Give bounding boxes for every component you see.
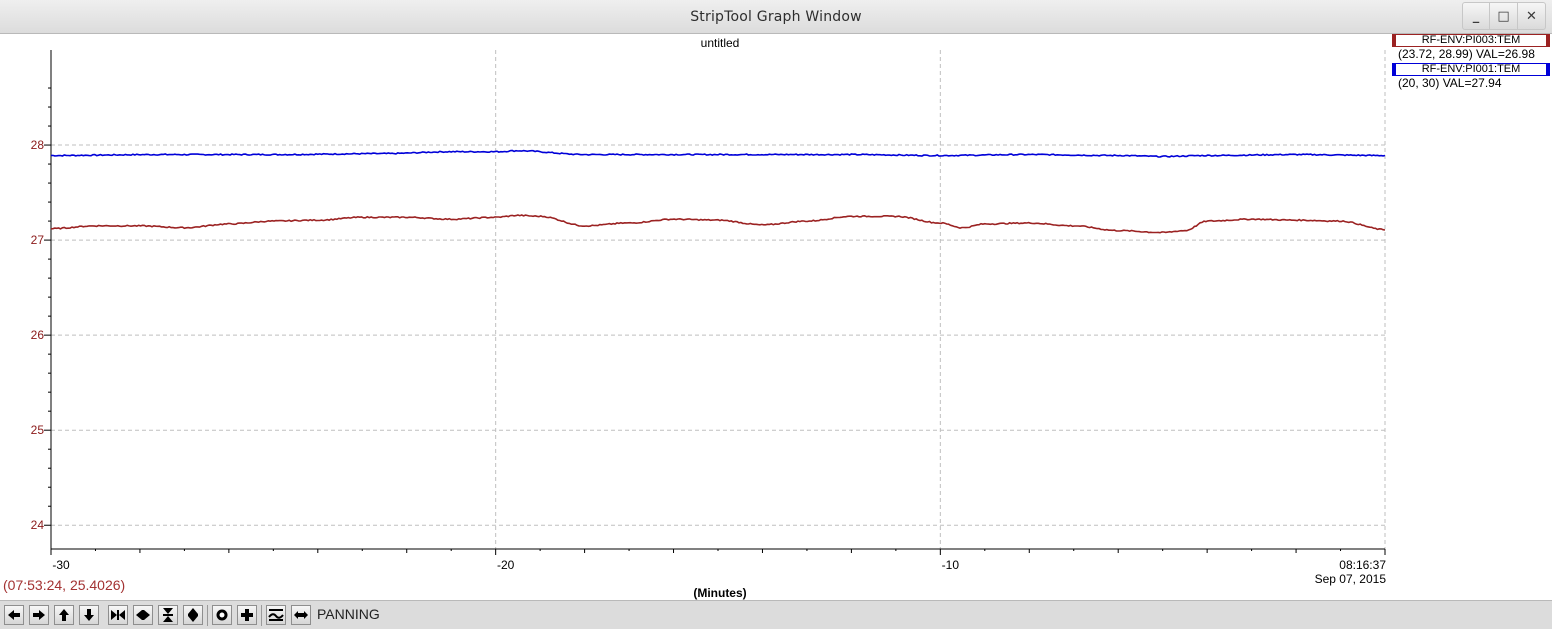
series-line-RF-ENV:PI001:TEM: [50, 149, 1386, 158]
toggle-graph-button[interactable]: [266, 605, 286, 625]
y-tick-label: 28: [30, 138, 44, 153]
grid-lines: [51, 50, 1386, 549]
legend-item-pi001[interactable]: RF-ENV:PI001:TEM: [1392, 63, 1550, 76]
mode-label: PANNING: [317, 606, 380, 622]
strip-chart[interactable]: [0, 34, 1552, 600]
pan-left-icon: [8, 610, 20, 620]
zoom-in-vertical-button[interactable]: [158, 605, 178, 625]
series-traces: [50, 149, 1386, 234]
zoom-in-horizontal-icon: [111, 610, 125, 620]
zoom-out-vertical-icon: [188, 608, 198, 622]
axes: [44, 50, 1386, 555]
zoom-out-vertical-button[interactable]: [183, 605, 203, 625]
x-axis-label: (Minutes): [693, 586, 747, 600]
pan-right-button[interactable]: [29, 605, 49, 625]
y-tick-label: 25: [30, 423, 44, 438]
toolbar-separator: [261, 605, 262, 626]
toggle-scroll-icon: [294, 611, 308, 619]
y-tick-label: 26: [30, 328, 44, 343]
pan-up-button[interactable]: [54, 605, 74, 625]
x-tick-label: -20: [496, 558, 515, 572]
toolbar: PANNING: [0, 600, 1552, 629]
close-button[interactable]: ✕: [1518, 2, 1546, 30]
toggle-scroll-button[interactable]: [291, 605, 311, 625]
zoom-in-vertical-icon: [163, 608, 173, 622]
auto-scale-button[interactable]: [212, 605, 232, 625]
x-tick-label: -10: [941, 558, 959, 572]
cursor-readout: (07:53:24, 25.4026): [3, 577, 126, 593]
auto-scale-icon: [216, 609, 228, 621]
legend-range-pi001: (20, 30) VAL=27.94: [1398, 76, 1502, 90]
zoom-in-horizontal-button[interactable]: [108, 605, 128, 625]
y-tick-label: 24: [30, 518, 44, 533]
pan-right-icon: [33, 610, 45, 620]
zoom-out-horizontal-button[interactable]: [133, 605, 153, 625]
zoom-out-horizontal-icon: [136, 610, 150, 620]
maximize-button[interactable]: □: [1490, 2, 1518, 30]
legend-item-pi003[interactable]: RF-ENV:PI003:TEM: [1392, 34, 1550, 47]
pan-down-icon: [84, 609, 94, 621]
series-line-RF-ENV:PI003:TEM: [50, 214, 1386, 234]
toolbar-separator: [207, 605, 208, 626]
x-tick-label: -30: [52, 558, 70, 572]
toggle-graph-icon: [268, 609, 284, 621]
x-axis-end-time: 08:16:37: [1339, 558, 1386, 572]
plot-title: untitled: [700, 36, 740, 50]
legend-range-pi003: (23.72, 28.99) VAL=26.98: [1398, 47, 1535, 61]
window-title: StripTool Graph Window: [690, 9, 862, 25]
minimize-button[interactable]: _: [1462, 2, 1490, 30]
pan-up-icon: [59, 609, 69, 621]
window-titlebar[interactable]: StripTool Graph Window _ □ ✕: [0, 0, 1552, 34]
refresh-button[interactable]: [237, 605, 257, 625]
y-tick-label: 27: [30, 233, 44, 248]
refresh-icon: [241, 609, 253, 621]
pan-down-button[interactable]: [79, 605, 99, 625]
pan-left-button[interactable]: [4, 605, 24, 625]
x-axis-end-date: Sep 07, 2015: [1314, 572, 1386, 586]
